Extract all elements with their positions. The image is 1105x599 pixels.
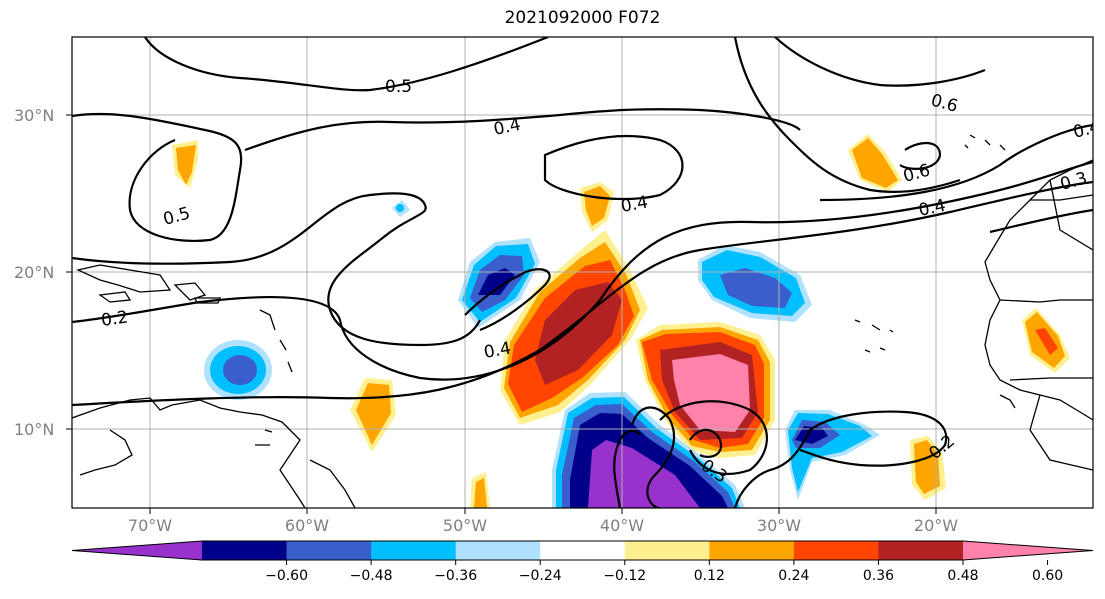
contour-label: 0.2 bbox=[100, 307, 130, 331]
colorbar-tick-label: −0.48 bbox=[350, 568, 393, 584]
lat-axis: 30°N 20°N 10°N bbox=[14, 106, 72, 439]
colorbar-segment bbox=[540, 541, 626, 560]
lat-tick-label: 20°N bbox=[14, 263, 54, 282]
colorbar-segment bbox=[709, 541, 795, 560]
lon-tick-label: 70°W bbox=[128, 516, 172, 535]
lon-tick-label: 20°W bbox=[914, 516, 958, 535]
colorbar-segment bbox=[624, 541, 710, 560]
colorbar-tick-label: −0.12 bbox=[603, 568, 646, 584]
lon-tick-label: 30°W bbox=[757, 516, 801, 535]
lat-tick-label: 10°N bbox=[14, 420, 54, 439]
contour-label: 0.5 bbox=[385, 77, 412, 97]
contour-lines bbox=[72, 37, 1093, 508]
map-gridlines bbox=[72, 37, 1093, 508]
colorbar-tick-label: 0.48 bbox=[947, 568, 978, 584]
colorbar-tick-label: −0.36 bbox=[434, 568, 477, 584]
colorbar-segment bbox=[878, 541, 964, 560]
colorbar-tick-label: 0.12 bbox=[694, 568, 725, 584]
contour-label: 0.4 bbox=[1071, 117, 1102, 143]
colorbar-segment bbox=[371, 541, 457, 560]
colorbar-segment bbox=[202, 541, 288, 560]
colorbar-segment bbox=[455, 541, 541, 560]
lon-axis: 70°W 60°W 50°W 40°W 30°W 20°W bbox=[128, 508, 958, 535]
contour-label: 0.4 bbox=[619, 193, 649, 217]
colorbar-extend-min bbox=[72, 541, 202, 560]
map-title: 2021092000 F072 bbox=[504, 8, 661, 28]
colorbar-segment bbox=[793, 541, 879, 560]
contour-label: 0.4 bbox=[482, 339, 512, 363]
colorbar-tick-label: 0.24 bbox=[778, 568, 809, 584]
colorbar-segment bbox=[286, 541, 372, 560]
lat-tick-label: 30°N bbox=[14, 106, 54, 125]
lon-tick-label: 40°W bbox=[600, 516, 644, 535]
coastlines bbox=[72, 134, 1093, 508]
colorbar-tick-label: 0.60 bbox=[1032, 568, 1063, 584]
colorbar-extend-max bbox=[963, 541, 1093, 560]
colorbar: −0.60 −0.48 −0.36 −0.24 −0.12 0.12 0.24 0.36 0.4… bbox=[71, 540, 1094, 584]
lon-tick-label: 60°W bbox=[285, 516, 329, 535]
colorbar-tick-label: −0.60 bbox=[265, 568, 308, 584]
colorbar-outline bbox=[71, 540, 1094, 561]
lon-tick-label: 50°W bbox=[443, 516, 487, 535]
colorbar-tick-label: 0.36 bbox=[863, 568, 894, 584]
colorbar-tick-label: −0.24 bbox=[519, 568, 562, 584]
